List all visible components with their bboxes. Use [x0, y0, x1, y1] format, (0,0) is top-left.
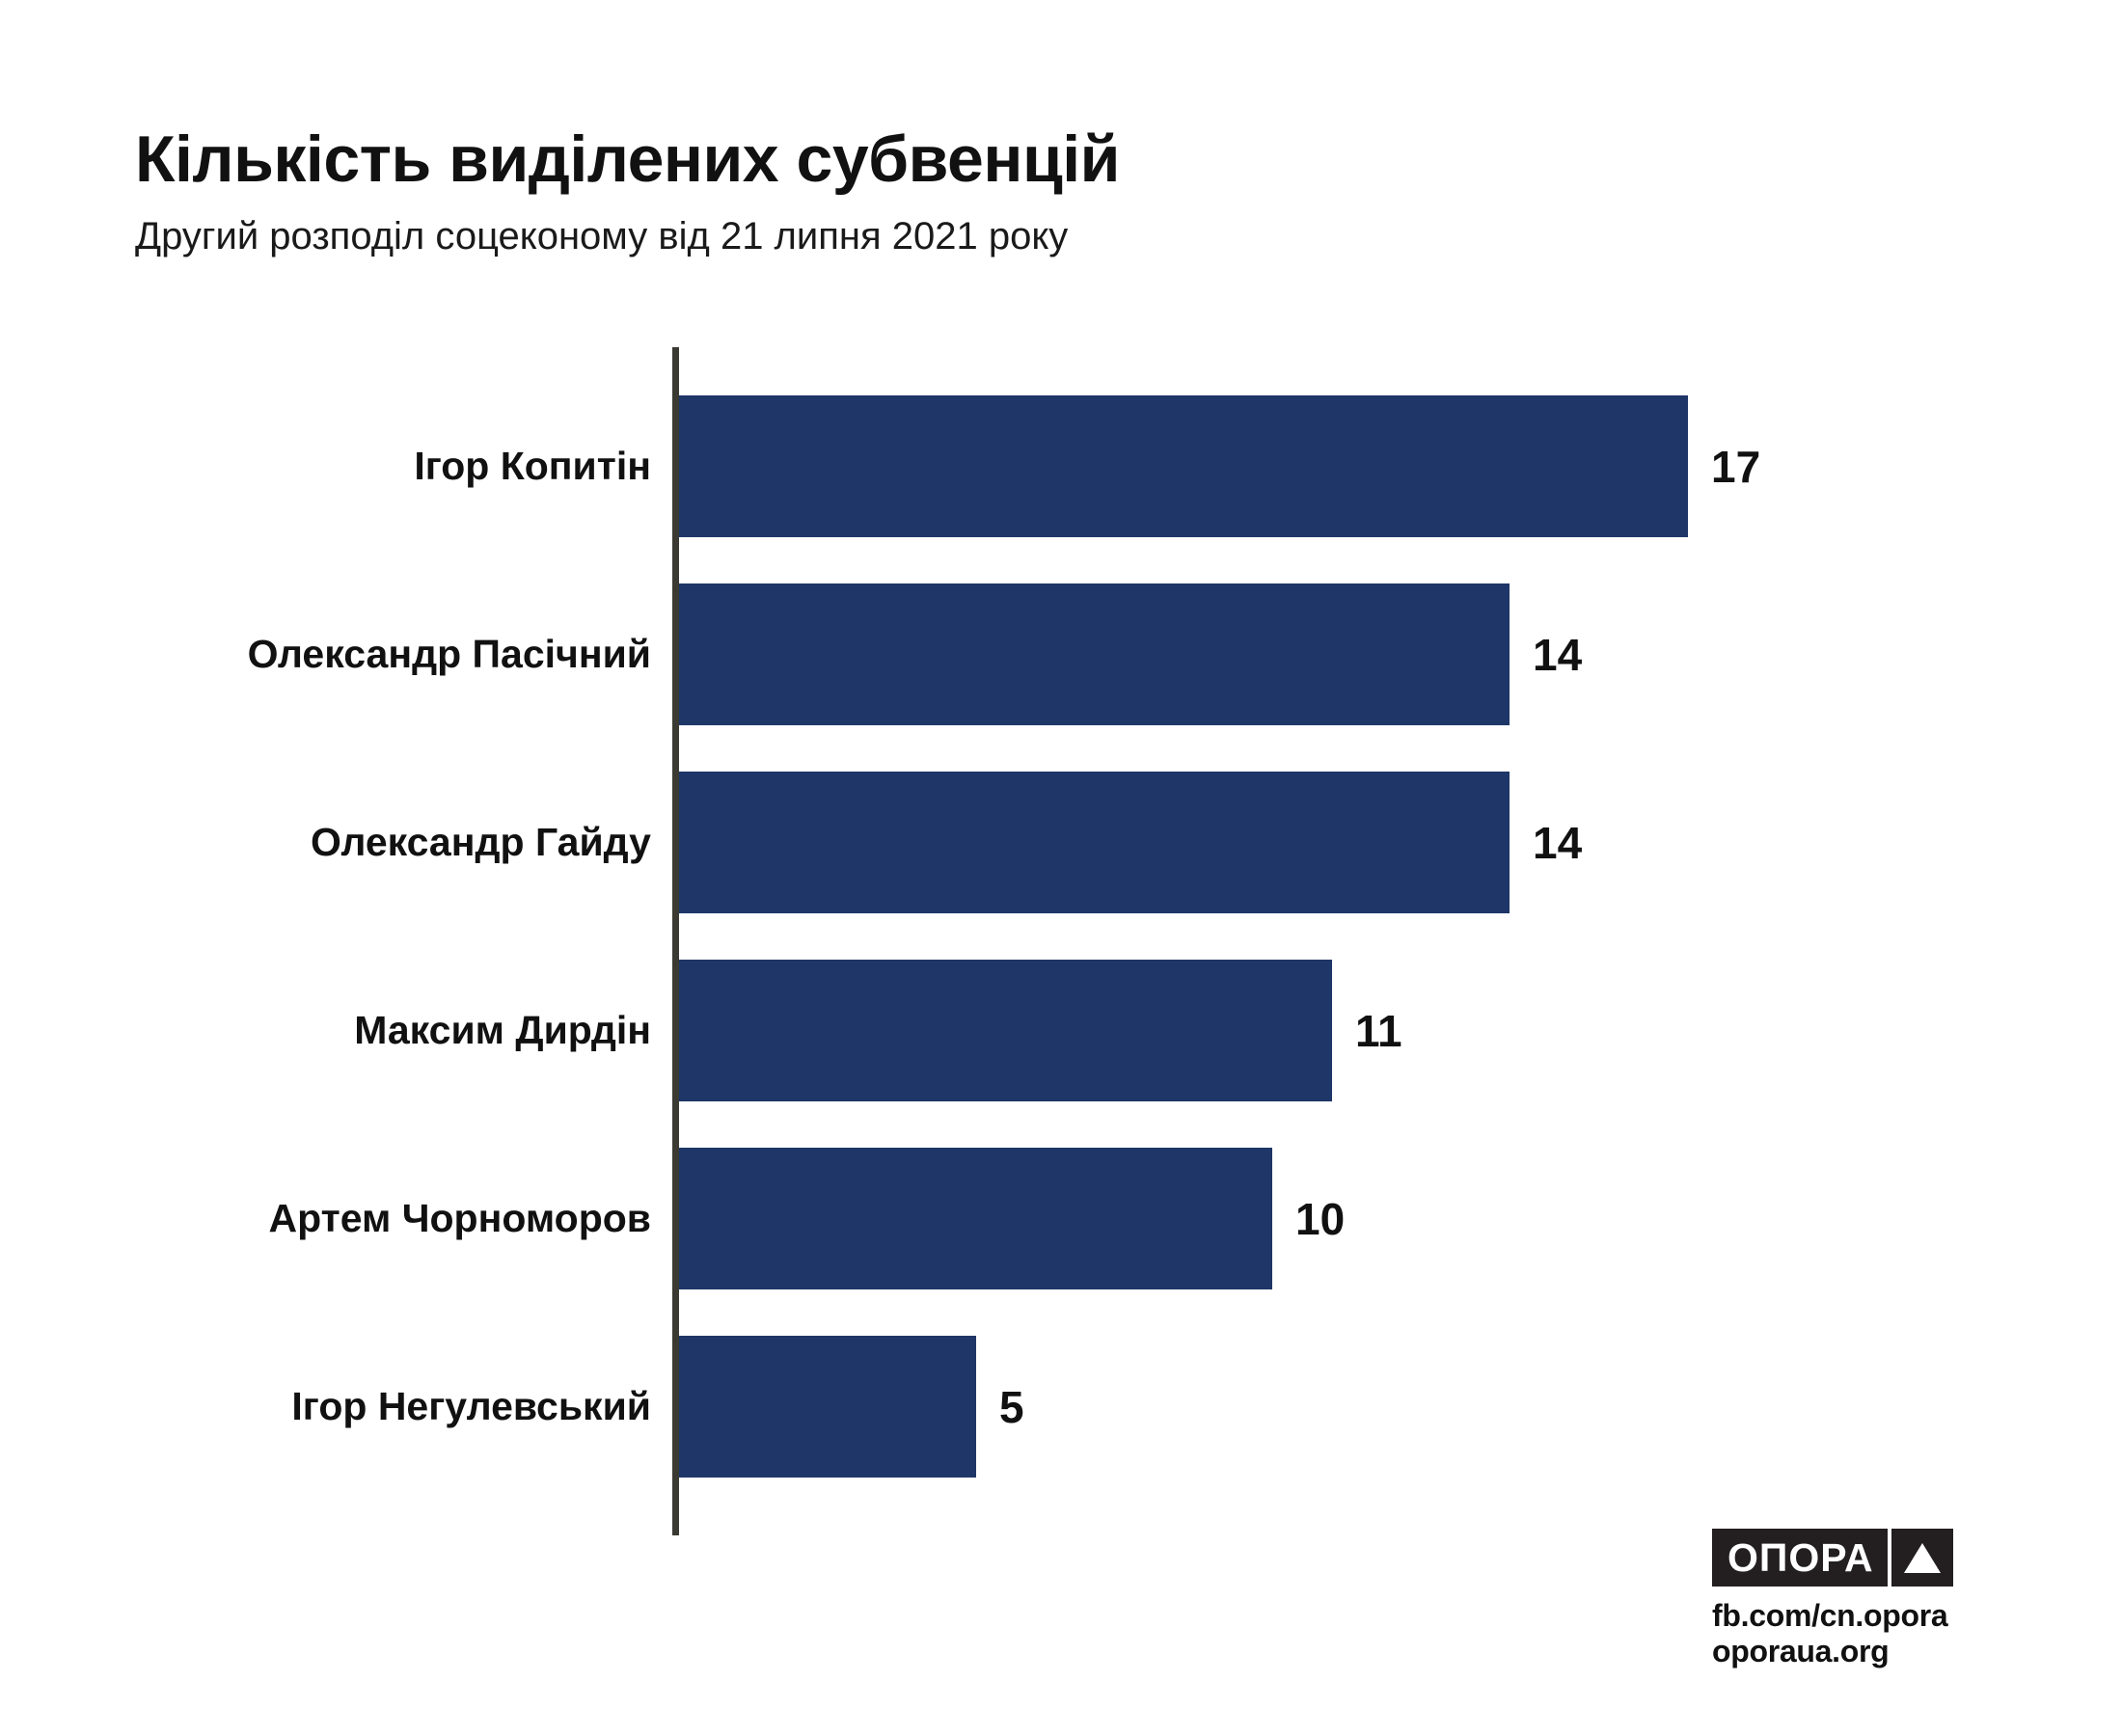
footer-link-facebook[interactable]: fb.com/cn.opora [1712, 1598, 1948, 1633]
bar-category-label: Ігор Копитін [414, 444, 651, 488]
bar-value-label: 10 [1295, 1193, 1346, 1244]
bar-category-label: Максим Дирдін [354, 1008, 651, 1052]
y-axis-line [672, 347, 679, 1535]
opora-wordmark: ОПОРА [1712, 1529, 1888, 1587]
bar-chart-plot-area: Ігор Копитін 17 Олександр Пасічний 14 Олекса… [0, 347, 2122, 1543]
page-title: Кількість виділених субвенцій [135, 122, 1120, 196]
bar-value-label: 11 [1355, 1005, 1402, 1056]
bar-row: Максим Дирдін 11 [0, 960, 2122, 1101]
bar-value-label: 5 [999, 1381, 1024, 1432]
bar-row: Олександр Пасічний 14 [0, 583, 2122, 725]
bar [679, 1148, 1272, 1289]
bar-category-label: Артем Чорноморов [268, 1196, 651, 1240]
bar-value-label: 14 [1533, 629, 1583, 680]
chart-subtitle: Другий розподіл соцеконому від 21 липня … [135, 215, 1069, 258]
bar-row: Ігор Копитін 17 [0, 395, 2122, 537]
bar-category-label: Олександр Гайду [310, 820, 651, 864]
bar [679, 772, 1510, 913]
footer-link-website[interactable]: oporaua.org [1712, 1634, 1890, 1669]
chart-header: Кількість виділених субвенцій Другий роз… [135, 122, 1775, 258]
bar-series: Ігор Копитін 17 Олександр Пасічний 14 Олекса… [0, 347, 2122, 1543]
opora-logo: ОПОРА [1712, 1529, 2030, 1587]
bar [679, 960, 1332, 1101]
bar-category-label: Олександр Пасічний [247, 632, 651, 676]
bar-value-label: 14 [1533, 817, 1583, 868]
bar [679, 1336, 976, 1478]
bar-category-label: Ігор Негулевський [291, 1384, 651, 1428]
bar [679, 583, 1510, 725]
bar-row: Ігор Негулевський 5 [0, 1336, 2122, 1478]
bar-row: Олександр Гайду 14 [0, 772, 2122, 913]
bar-value-label: 17 [1711, 441, 1761, 492]
bar [679, 395, 1688, 537]
footer-links: fb.com/cn.opora oporaua.org [1712, 1587, 2030, 1670]
bar-row: Артем Чорноморов 10 [0, 1148, 2122, 1289]
triangle-up-icon [1891, 1529, 1953, 1587]
brand-logo-block: ОПОРА fb.com/cn.opora oporaua.org [1712, 1529, 2030, 1670]
